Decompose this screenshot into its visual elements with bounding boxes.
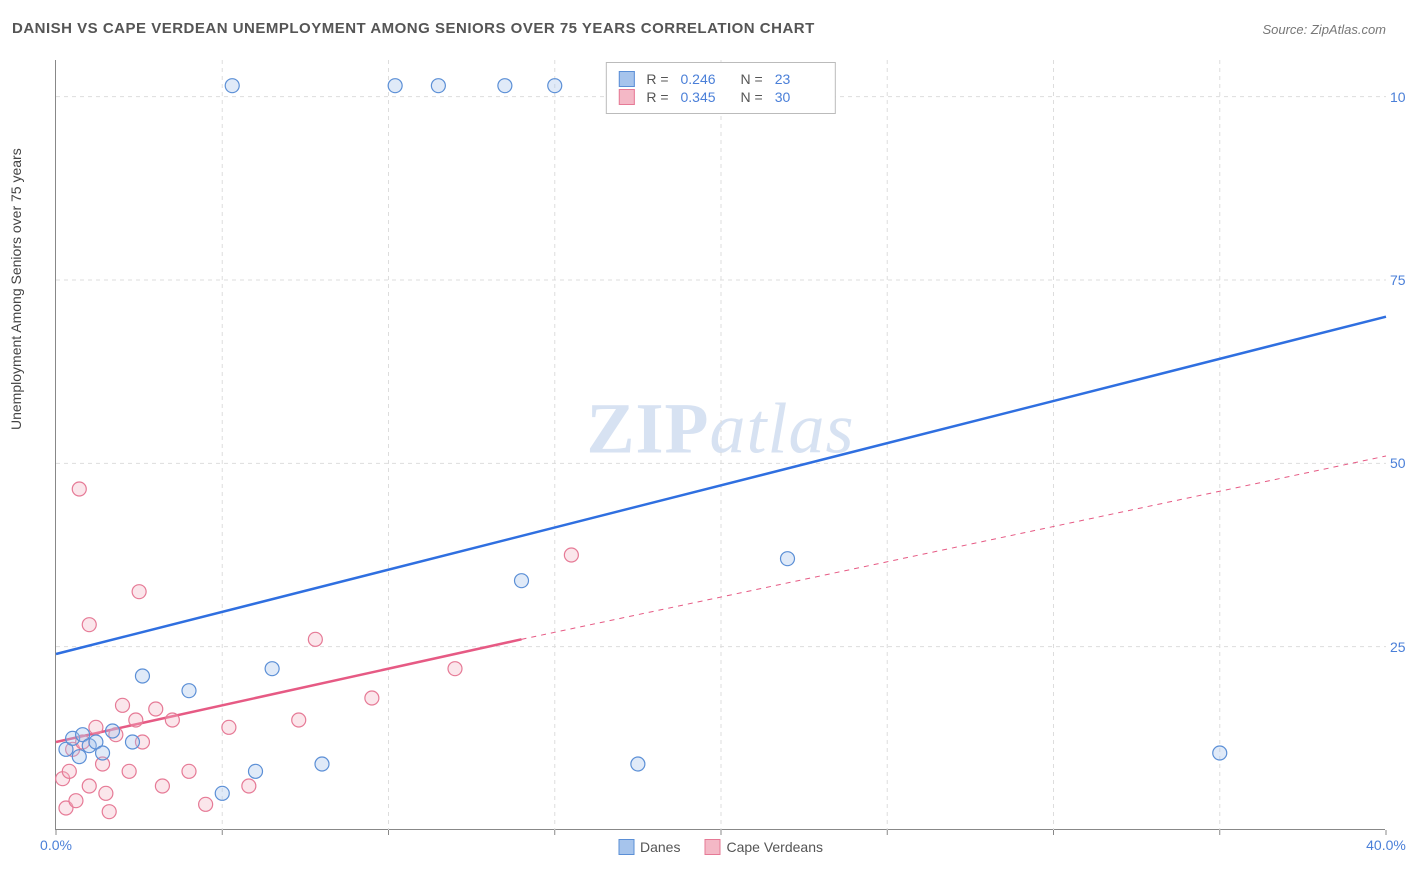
n-label-2: N =	[741, 89, 763, 105]
chart-title: DANISH VS CAPE VERDEAN UNEMPLOYMENT AMON…	[12, 20, 815, 37]
x-tick: 40.0%	[1366, 837, 1406, 853]
cape-r-value: 0.345	[681, 89, 729, 105]
stats-legend: R = 0.246 N = 23 R = 0.345 N = 30	[605, 62, 835, 114]
danes-r-value: 0.246	[681, 71, 729, 87]
y-tick: 75.0%	[1390, 272, 1406, 288]
plot-area: ZIPatlas R = 0.246 N = 23 R = 0.345 N = …	[55, 60, 1385, 830]
swatch-cape-2	[704, 839, 720, 855]
r-label-2: R =	[646, 89, 668, 105]
source-attribution: Source: ZipAtlas.com	[1262, 22, 1386, 37]
legend-label-danes: Danes	[640, 839, 680, 855]
series-legend: Danes Cape Verdeans	[618, 839, 823, 855]
r-label: R =	[646, 71, 668, 87]
legend-item-cape: Cape Verdeans	[704, 839, 823, 855]
x-tick: 0.0%	[40, 837, 72, 853]
y-axis-label: Unemployment Among Seniors over 75 years	[8, 148, 24, 430]
stats-row-danes: R = 0.246 N = 23	[618, 71, 822, 87]
swatch-danes-2	[618, 839, 634, 855]
cape-n-value: 30	[775, 89, 823, 105]
plot-svg	[56, 60, 1385, 829]
legend-label-cape: Cape Verdeans	[726, 839, 823, 855]
n-label: N =	[741, 71, 763, 87]
legend-item-danes: Danes	[618, 839, 680, 855]
y-tick: 25.0%	[1390, 639, 1406, 655]
y-tick: 50.0%	[1390, 455, 1406, 471]
stats-row-cape: R = 0.345 N = 30	[618, 89, 822, 105]
danes-n-value: 23	[775, 71, 823, 87]
y-tick: 100.0%	[1390, 89, 1406, 105]
swatch-danes	[618, 71, 634, 87]
swatch-cape	[618, 89, 634, 105]
